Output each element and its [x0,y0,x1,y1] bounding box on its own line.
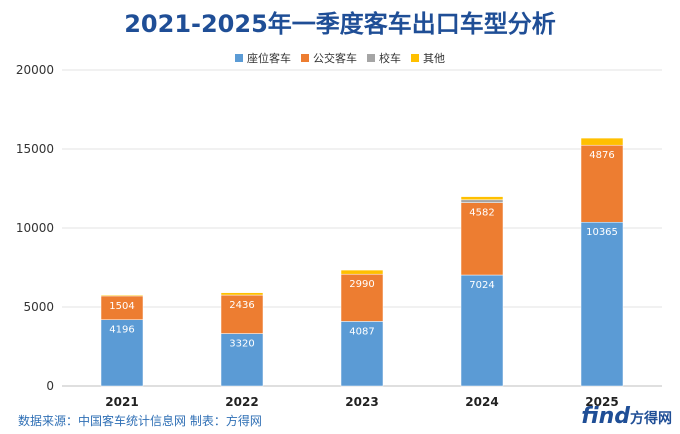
site-logo: find方得网 [581,404,672,429]
data-label: 1504 [109,301,134,312]
legend-swatch [235,54,243,62]
x-tick-label: 2023 [345,395,378,409]
data-label: 10365 [586,227,618,238]
data-label: 7024 [469,280,494,291]
logo-text: find [581,404,630,429]
legend-item-city-bus: 公交客车 [301,50,357,66]
bar-segment [580,137,624,146]
bar-segment [340,321,384,387]
bar-segment [100,294,144,297]
data-label: 3320 [229,339,254,350]
data-label: 4087 [349,326,374,337]
data-label: 4196 [109,325,134,336]
legend-item-school-bus: 校车 [367,50,401,66]
legend-label: 其他 [423,52,445,65]
x-tick-label: 2022 [225,395,258,409]
y-tick-label: 10000 [16,221,54,235]
legend-item-other: 其他 [411,50,445,66]
data-label: 4876 [589,150,614,161]
bar-segment [460,274,504,387]
bar-segment [220,294,264,334]
bar-segment [580,144,624,223]
data-label: 4582 [469,208,494,219]
x-tick-label: 2025 [585,395,618,409]
bar-segment [220,292,264,296]
legend-label: 公交客车 [313,52,357,65]
legend-label: 座位客车 [247,52,291,65]
bar-segment [460,202,504,276]
bar-segment [100,319,144,387]
x-tick-label: 2021 [105,395,138,409]
legend-item-seat-bus: 座位客车 [235,50,291,66]
bar-segment [340,273,384,322]
bar-segment [460,199,504,203]
bar-segment [340,269,384,275]
bar-segment [460,196,504,201]
legend-swatch [367,54,375,62]
bar-segment [580,221,624,387]
y-tick-label: 20000 [16,63,54,77]
legend: 座位客车 公交客车 校车 其他 [0,50,680,66]
logo-cn-text: 方得网 [630,411,672,427]
x-tick-label: 2024 [465,395,498,409]
bar-segment [220,333,264,387]
legend-swatch [301,54,309,62]
chart-title: 2021-2025年一季度客车出口车型分析 [124,10,556,38]
y-tick-label: 15000 [16,142,54,156]
legend-label: 校车 [379,52,401,65]
y-tick-label: 5000 [23,300,54,314]
data-label: 2436 [229,300,254,311]
data-label: 2990 [349,279,374,290]
y-tick-label: 0 [46,379,54,393]
data-source-note: 数据来源：中国客车统计信息网 制表：方得网 [18,414,262,428]
legend-swatch [411,54,419,62]
